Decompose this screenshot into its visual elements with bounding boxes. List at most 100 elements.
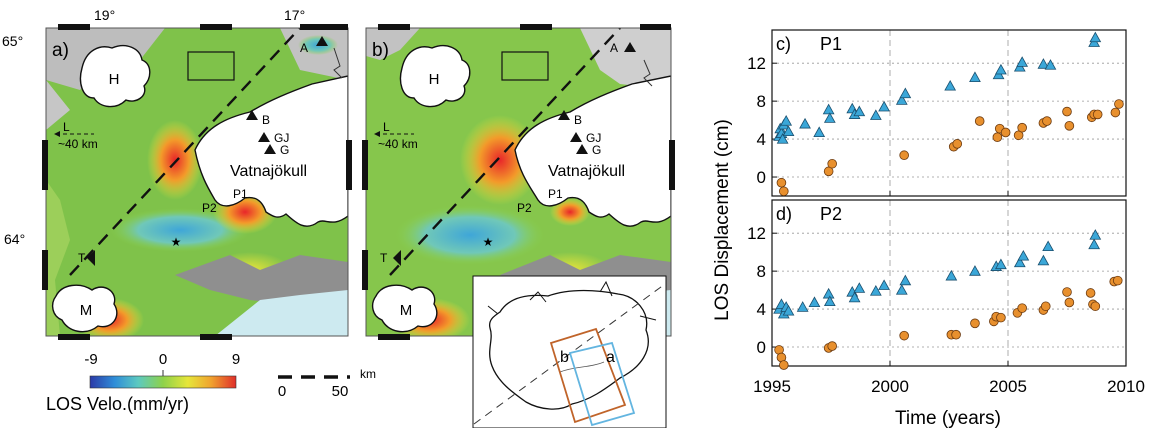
data-point-triangle xyxy=(1016,56,1029,67)
data-point-circle xyxy=(778,186,789,197)
station-marker-gj xyxy=(570,132,582,142)
data-point-circle xyxy=(776,177,787,188)
data-point-triangle xyxy=(853,105,866,117)
x-tick-label: 2010 xyxy=(1107,377,1145,396)
uncovered-area-north xyxy=(366,28,420,60)
data-point-triangle xyxy=(853,282,866,293)
data-point-circle xyxy=(827,341,837,351)
data-point-circle xyxy=(996,312,1006,323)
frame-tick xyxy=(346,140,352,190)
data-point-triangle xyxy=(1088,238,1101,250)
data-point-circle xyxy=(1042,116,1052,126)
time-series-panel-p1: 0 4 8 12 c) P1 xyxy=(747,29,1127,197)
data-point-triangle xyxy=(1089,31,1102,43)
panel-label-b: b) xyxy=(372,40,389,61)
y-axis-title: LOS Displacement (cm) xyxy=(712,119,733,321)
vatnajokull-ice-cap xyxy=(514,75,671,227)
colorbar-tick-zero: 0 xyxy=(159,351,167,368)
data-point-circle xyxy=(1090,301,1101,312)
reference-area-box xyxy=(501,51,549,81)
station-label-t: T xyxy=(78,251,86,265)
data-point-triangle xyxy=(1037,254,1050,266)
y-tick-label: 4 xyxy=(757,300,766,319)
look-label: L xyxy=(63,120,70,134)
data-point-circle xyxy=(1110,107,1121,118)
data-point-triangle xyxy=(1037,58,1050,69)
y-tick-label: 0 xyxy=(757,338,766,357)
x-tick-label: 2000 xyxy=(871,377,909,396)
data-point-triangle xyxy=(780,115,793,126)
station-marker-b xyxy=(558,110,570,120)
data-point-circle xyxy=(1000,127,1011,138)
look-arrow-icon xyxy=(54,131,60,137)
colorbar-gradient xyxy=(89,375,237,389)
y-tick-label: 12 xyxy=(747,54,766,73)
inset-label-a: a xyxy=(606,349,615,366)
ice-cap-label-vatnajokull: Vatnajökull xyxy=(548,163,625,180)
iceland-inset-map: b a xyxy=(472,275,667,428)
data-point-triangle xyxy=(1013,256,1026,268)
data-point-triangle xyxy=(776,133,789,144)
hofsjokull-ice-cap xyxy=(79,44,151,108)
look-distance-label: ~40 km xyxy=(58,137,98,151)
uncovered-area-west xyxy=(46,80,70,130)
point-label-p1: P1 xyxy=(548,187,563,201)
data-point-triangle xyxy=(782,304,795,316)
station-marker-g xyxy=(264,144,276,154)
myrdalsjokull-ice-cap xyxy=(371,284,438,333)
frame-tick xyxy=(362,140,368,190)
data-point-circle xyxy=(827,158,837,169)
data-point-triangle xyxy=(848,291,861,303)
data-point-circle xyxy=(1017,122,1027,133)
data-point-triangle xyxy=(796,301,809,312)
frame-tick xyxy=(200,24,232,30)
data-point-triangle xyxy=(995,258,1007,270)
ice-cap-label-vatnajokull: Vatnajökull xyxy=(230,163,307,180)
colorbar: -9 0 9 LOS Velo.(mm/yr) xyxy=(46,351,240,414)
y-tick-label: 4 xyxy=(757,130,766,149)
uplift-area-west xyxy=(147,120,203,200)
frame-tick xyxy=(42,140,48,190)
data-point-triangle xyxy=(1042,240,1054,252)
data-point-circle xyxy=(899,150,909,161)
data-point-triangle xyxy=(869,285,882,296)
ice-cap-label-h: H xyxy=(109,71,120,88)
data-point-circle xyxy=(951,329,961,340)
station-label-t: T xyxy=(380,251,388,265)
station-marker-a xyxy=(316,36,328,46)
panel-label-a: a) xyxy=(52,40,69,61)
ice-cap-label-m: M xyxy=(80,302,93,319)
track-boundary-line xyxy=(389,28,621,276)
colorbar-tick-max: 9 xyxy=(232,351,240,368)
track-frame-a xyxy=(568,341,636,427)
frame-tick xyxy=(362,250,368,290)
time-series-panel-p2: 0 4 8 12 d) P2 xyxy=(747,199,1127,370)
station-marker-gj xyxy=(258,132,270,142)
data-point-triangle xyxy=(945,269,958,281)
data-point-triangle xyxy=(969,71,981,82)
data-point-triangle xyxy=(823,112,836,123)
data-point-triangle xyxy=(944,79,957,91)
data-point-triangle xyxy=(899,274,912,286)
reference-area-box xyxy=(187,51,235,81)
colorbar-tick-min: -9 xyxy=(84,351,97,368)
data-point-triangle xyxy=(823,295,836,307)
satellite-track-icon xyxy=(333,47,343,79)
data-point-circle xyxy=(1064,297,1075,308)
data-point-triangle xyxy=(813,126,826,138)
longitude-label-19: 19° xyxy=(94,7,115,23)
station-label-a: A xyxy=(300,41,308,55)
scale-bar: 0 50 km xyxy=(278,367,376,400)
look-distance-label: ~40 km xyxy=(378,137,418,151)
data-point-circle xyxy=(1114,99,1124,109)
latitude-label-65: 65° xyxy=(2,33,23,49)
hofsjokull-ice-cap xyxy=(399,44,471,108)
data-point-triangle xyxy=(995,63,1007,75)
negative-velocity-area xyxy=(395,205,545,265)
series-name-label: P1 xyxy=(820,34,842,54)
longitude-label-17: 17° xyxy=(284,7,305,23)
y-tick-label: 8 xyxy=(757,262,766,281)
data-point-circle xyxy=(952,139,963,149)
data-point-circle xyxy=(1017,303,1027,313)
